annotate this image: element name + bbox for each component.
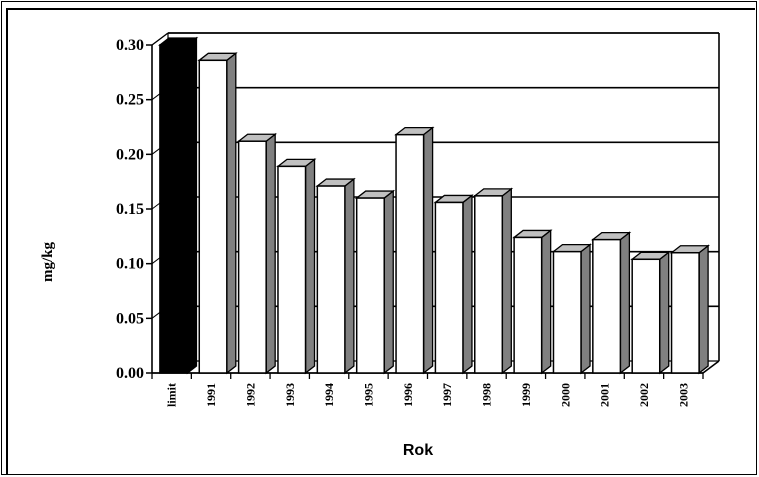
y-tick-labels: 0.00 0.05 0.10 0.15 0.20 0.25 0.30 xyxy=(116,37,144,382)
bar-side xyxy=(422,126,434,375)
y-tick-label: 0.20 xyxy=(116,146,144,163)
x-tick-label: 1991 xyxy=(204,383,218,407)
bar-front xyxy=(237,140,267,374)
bar-2001 xyxy=(590,231,632,375)
bar-limit xyxy=(158,36,199,375)
x-tick-label: limit xyxy=(165,383,179,407)
bar-1991 xyxy=(197,51,238,375)
bar-side xyxy=(619,231,631,375)
bar-side xyxy=(226,51,237,375)
bar-front xyxy=(552,250,582,374)
bar-side xyxy=(344,177,355,375)
inner-frame xyxy=(6,8,755,475)
x-tick-labels: limit 1991 1992 1993 1994 1995 1996 1997 1998 199… xyxy=(165,383,691,407)
bar-1997 xyxy=(433,194,474,375)
x-tick-label: 1995 xyxy=(361,383,375,407)
bar-front xyxy=(474,195,504,374)
y-tick-label: 0.25 xyxy=(116,92,144,109)
bar-front xyxy=(395,133,425,374)
x-tick-label: 1998 xyxy=(480,383,494,407)
x-tick-label: 1994 xyxy=(322,383,336,407)
bar-front xyxy=(355,197,385,374)
x-tick-label: 2002 xyxy=(637,383,651,407)
y-tick-label: 0.05 xyxy=(116,310,144,327)
bar-side xyxy=(501,187,512,375)
y-axis-label: mg/kg xyxy=(40,242,56,283)
bar-front xyxy=(277,165,307,374)
bar-2000 xyxy=(551,243,592,375)
x-axis-label: Rok xyxy=(403,442,433,459)
bar-side xyxy=(698,244,709,375)
x-tick-label: 2001 xyxy=(598,383,612,407)
bar-1992 xyxy=(236,132,278,375)
bar-side xyxy=(304,158,316,375)
bar-front xyxy=(592,238,622,374)
x-tick-label: 2000 xyxy=(558,383,572,407)
y-tick-label: 0.30 xyxy=(116,37,144,54)
bar-1993 xyxy=(276,158,317,375)
x-tick-label: 1997 xyxy=(440,383,454,407)
y-tick-label: 0.00 xyxy=(116,365,144,382)
top-diagonal xyxy=(151,32,169,46)
bar-side xyxy=(462,194,473,375)
bar-1999 xyxy=(512,229,553,375)
bar-front xyxy=(631,258,661,374)
bar-front xyxy=(670,251,700,374)
bar-side xyxy=(580,243,591,375)
x-tick-label: 1999 xyxy=(519,383,533,407)
x-tick-label: 2003 xyxy=(676,383,690,407)
y-tick-label: 0.10 xyxy=(116,256,144,273)
bar-side xyxy=(541,229,552,375)
x-tick-label: 1993 xyxy=(283,383,297,407)
bar-side xyxy=(265,132,276,375)
bars xyxy=(158,36,710,375)
bar-1994 xyxy=(315,177,356,375)
bar-front xyxy=(316,185,346,374)
bar-side xyxy=(383,189,394,375)
bar-1998 xyxy=(472,187,514,375)
bar-side xyxy=(186,36,198,375)
bar-2002 xyxy=(630,250,671,375)
bar-front xyxy=(513,236,543,374)
floor-right-edge xyxy=(702,360,720,374)
bar-1996 xyxy=(394,126,435,375)
x-tick-label: 1996 xyxy=(401,383,415,407)
bar-front xyxy=(198,59,228,374)
bar-side xyxy=(659,250,670,375)
bar-front xyxy=(434,201,464,374)
bar-front xyxy=(159,44,189,374)
bar-2003 xyxy=(669,244,710,375)
x-tick-label: 1992 xyxy=(243,383,257,407)
bar-1995 xyxy=(354,189,396,375)
y-tick-label: 0.15 xyxy=(116,201,144,218)
